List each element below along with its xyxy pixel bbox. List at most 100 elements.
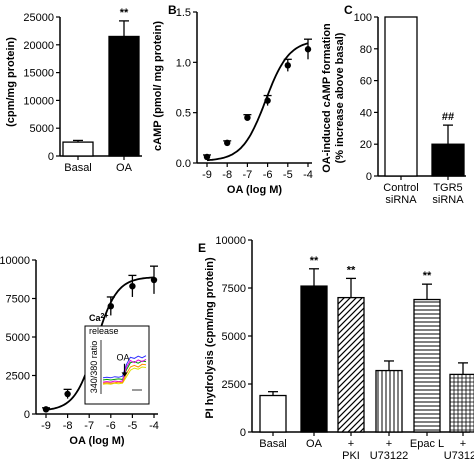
inset-trace <box>102 366 147 385</box>
x-category-label: Epac L <box>410 438 444 450</box>
y-axis-title: cAMP (pmol/ mg protein) <box>152 21 164 151</box>
x-tick-label: -7 <box>84 420 94 432</box>
x-axis-title: OA (log M) <box>227 184 283 196</box>
y-tick-label: 10000 <box>23 95 54 107</box>
x-category-label: TGR5 <box>433 182 462 194</box>
inset-calcium-release: Ca2+ release 340/380 ratio OA <box>84 313 150 405</box>
y-axis-title: OA-induced cAMP formation <box>321 23 333 173</box>
inset-title: Ca2+ <box>89 313 109 324</box>
x-category-label: PKI <box>342 450 360 462</box>
panel-letter: B <box>168 3 177 17</box>
y-tick-label: 5000 <box>222 331 246 343</box>
x-tick-label: -4 <box>149 420 159 432</box>
y-tick-label: 1.5 <box>176 7 191 19</box>
significance-marker: ** <box>120 7 129 19</box>
y-tick-label: 1.0 <box>176 57 191 69</box>
data-point <box>107 303 115 310</box>
x-category-label: U73122 <box>444 450 474 462</box>
y-tick-label: 60 <box>360 76 372 88</box>
y-axis-title: (cpm/mg protein) <box>5 37 17 127</box>
x-axis-title: OA (log M) <box>69 435 125 447</box>
x-tick-label: -8 <box>63 420 73 432</box>
y-tick-label: 80 <box>360 44 372 56</box>
x-category-label: siRNA <box>385 194 417 206</box>
y-tick-label: 0 <box>24 409 30 421</box>
y-tick-label: 2500 <box>6 371 30 383</box>
inset-frame <box>84 325 150 405</box>
y-tick-label: 0.0 <box>176 158 191 170</box>
data-point <box>244 114 251 121</box>
y-tick-label: 0 <box>48 151 54 163</box>
x-tick-label: -7 <box>243 169 253 181</box>
data-point <box>284 62 291 69</box>
bar <box>375 369 403 433</box>
data-point <box>224 139 231 147</box>
x-category-label: OA <box>116 162 133 174</box>
x-category-label: + <box>460 438 466 450</box>
panel-d: 0 2500 5000 7500 10000 -9 -8 -7 -6 -5 -4 OA (log M)… <box>0 255 159 447</box>
y-tick-label: 0 <box>240 427 246 439</box>
bar <box>108 35 140 157</box>
inset-arrow-label: OA <box>117 353 130 363</box>
x-tick-label: -5 <box>283 169 293 181</box>
y-tick-label: 10000 <box>215 235 246 247</box>
bar <box>62 141 94 157</box>
x-tick-label: -6 <box>263 169 273 181</box>
data-point <box>42 406 50 413</box>
y-tick-label: 100 <box>354 12 372 24</box>
y-tick-label: 40 <box>360 107 372 119</box>
x-category-label: Basal <box>259 438 287 450</box>
y-tick-label: 15000 <box>23 68 54 80</box>
data-point <box>64 390 71 398</box>
y-tick-label: 20 <box>360 139 372 151</box>
panel-letter: E <box>198 241 206 255</box>
data-point <box>304 46 312 53</box>
panel-c: 020406080100ControlsiRNA##TGR5siRNACOA-i… <box>321 3 466 206</box>
y-tick-label: 5000 <box>6 332 30 344</box>
x-tick-label: -8 <box>222 169 232 181</box>
bar <box>337 296 365 433</box>
x-tick-label: -5 <box>128 420 138 432</box>
inset-trace <box>102 363 147 384</box>
y-tick-label: 7500 <box>222 283 246 295</box>
significance-marker: ** <box>423 270 432 282</box>
y-tick-label: 7500 <box>6 294 30 306</box>
data-point <box>264 97 271 104</box>
bar <box>259 394 287 433</box>
x-category-label: + <box>348 438 354 450</box>
bar <box>431 143 465 177</box>
y-tick-label: 25000 <box>23 12 54 24</box>
significance-marker: ** <box>347 264 356 276</box>
x-category-label: Control <box>383 182 418 194</box>
significance-marker: ** <box>310 255 319 267</box>
panel-e: 025005000750010000Basal**OA**+PKI+U73122… <box>198 235 474 462</box>
inset-y-title: 340/380 ratio <box>89 341 99 394</box>
data-point <box>203 153 211 161</box>
significance-marker: ## <box>442 111 454 123</box>
y-tick-label: 0 <box>366 171 372 183</box>
panel-letter: C <box>344 3 353 17</box>
x-tick-label: -9 <box>202 169 212 181</box>
y-tick-label: 2500 <box>222 379 246 391</box>
y-tick-label: 0.5 <box>176 108 191 120</box>
data-point <box>150 276 158 284</box>
panel-a: 0 5000 10000 15000 20000 25000 Basal ** OA (cpm/m… <box>5 7 142 174</box>
inset-title-base: Ca <box>89 313 101 323</box>
x-category-label: + <box>386 438 392 450</box>
x-tick-label: -4 <box>303 169 313 181</box>
y-tick-label: 10000 <box>0 255 30 267</box>
y-axis-title: PI hydrolysis (cpm/mg protein) <box>204 257 216 419</box>
y-tick-label: 20000 <box>23 40 54 52</box>
inset-arrow-head <box>121 372 128 377</box>
x-category-label: U73122 <box>370 450 409 462</box>
inset-subtitle: release <box>89 326 119 336</box>
x-tick-label: -9 <box>41 420 51 432</box>
y-axis-title: (% increase above basal) <box>334 32 346 163</box>
x-category-label: OA <box>306 438 323 450</box>
inset-title-sup: 2+ <box>101 313 109 320</box>
bar <box>300 285 328 433</box>
bar <box>449 373 474 433</box>
bar <box>413 298 441 433</box>
x-category-label: siRNA <box>432 194 464 206</box>
